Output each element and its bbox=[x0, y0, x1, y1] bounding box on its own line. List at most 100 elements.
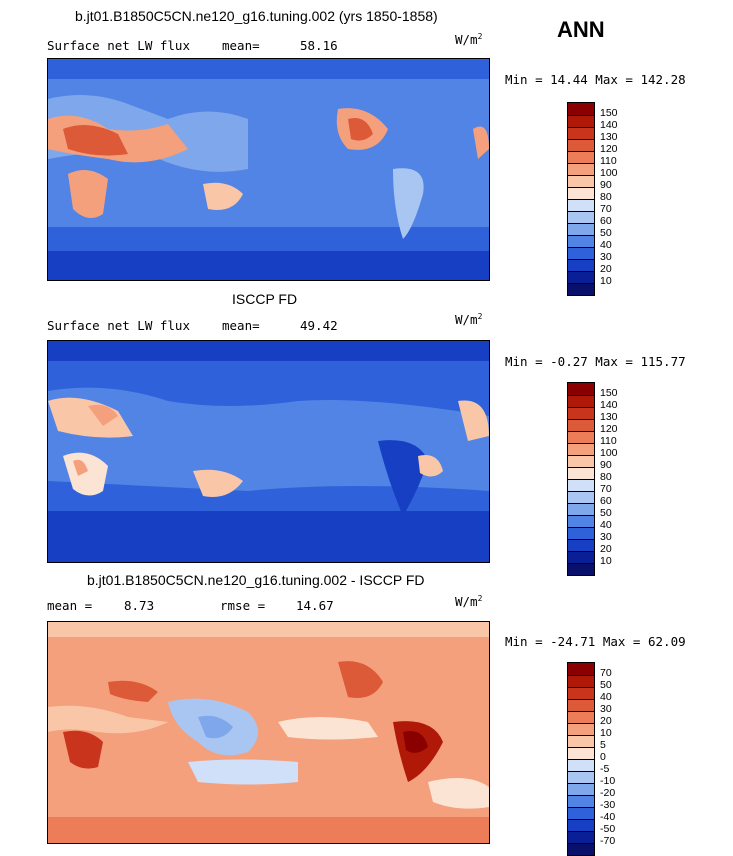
panel-3-rmse-label: rmse = bbox=[220, 598, 266, 613]
colorbar-tick-label: 90 bbox=[600, 179, 612, 191]
panel-3-units: W/m2 bbox=[455, 594, 483, 610]
colorbar-tick-label: -50 bbox=[600, 823, 616, 835]
colorbar-swatch bbox=[568, 687, 594, 699]
colorbar-tick-label: 150 bbox=[600, 387, 618, 399]
colorbar-tick-label: 150 bbox=[600, 107, 618, 119]
colorbar-swatch bbox=[568, 199, 594, 211]
colorbar-swatch bbox=[568, 563, 594, 575]
season-label: ANN bbox=[557, 17, 605, 42]
colorbar-swatch bbox=[568, 163, 594, 175]
colorbar-tick-label: 10 bbox=[600, 727, 612, 739]
colorbar-swatch bbox=[568, 663, 594, 675]
colorbar-tick-label: 100 bbox=[600, 447, 618, 459]
colorbar-tick-label: 110 bbox=[600, 435, 617, 447]
colorbar-tick-label: 80 bbox=[600, 191, 612, 203]
colorbar-swatch bbox=[568, 395, 594, 407]
colorbar-tick-label: 20 bbox=[600, 543, 612, 555]
panel-1-title: b.jt01.B1850C5CN.ne120_g16.tuning.002 (y… bbox=[75, 8, 438, 24]
colorbar-tick-label: 140 bbox=[600, 119, 618, 131]
panel-3-map-canvas bbox=[48, 622, 489, 843]
colorbar-swatch bbox=[568, 283, 594, 295]
panel-2-units: W/m2 bbox=[455, 312, 483, 328]
colorbar-tick-label: 60 bbox=[600, 495, 612, 507]
colorbar-swatch bbox=[568, 723, 594, 735]
colorbar-tick-label: 90 bbox=[600, 459, 612, 471]
colorbar-swatch bbox=[568, 759, 594, 771]
colorbar-tick-label: 40 bbox=[600, 519, 612, 531]
colorbar-tick-label: 10 bbox=[600, 275, 612, 287]
colorbar-tick-label: 0 bbox=[600, 751, 606, 763]
colorbar-tick-label: 40 bbox=[600, 239, 612, 251]
colorbar-swatch bbox=[568, 503, 594, 515]
colorbar-tick-label: 20 bbox=[600, 715, 612, 727]
colorbar-swatch bbox=[568, 383, 594, 395]
colorbar-tick-label: -5 bbox=[600, 763, 610, 775]
panel-3-title: b.jt01.B1850C5CN.ne120_g16.tuning.002 - … bbox=[87, 572, 425, 588]
colorbar-tick-label: -70 bbox=[600, 835, 616, 847]
colorbar-tick-label: 80 bbox=[600, 471, 612, 483]
panel-2-map-canvas bbox=[48, 341, 489, 562]
colorbar-tick-label: 130 bbox=[600, 131, 618, 143]
panel-2-variable-label: Surface net LW flux bbox=[47, 318, 190, 333]
panel-3-map bbox=[47, 621, 490, 844]
colorbar-swatch bbox=[568, 819, 594, 831]
colorbar-tick-label: 5 bbox=[600, 739, 606, 751]
colorbar-tick-label: -40 bbox=[600, 811, 616, 823]
colorbar-tick-label: -10 bbox=[600, 775, 616, 787]
colorbar-tick-label: 60 bbox=[600, 215, 612, 227]
colorbar-tick-label: 50 bbox=[600, 507, 612, 519]
colorbar-swatch bbox=[568, 735, 594, 747]
colorbar-swatch bbox=[568, 247, 594, 259]
colorbar-swatch bbox=[568, 515, 594, 527]
colorbar-swatch bbox=[568, 443, 594, 455]
colorbar-tick-label: 120 bbox=[600, 423, 618, 435]
colorbar-swatch bbox=[568, 419, 594, 431]
colorbar-swatch bbox=[568, 455, 594, 467]
panel-1-units: W/m2 bbox=[455, 32, 483, 48]
colorbar-swatch bbox=[568, 747, 594, 759]
panel-1-map-canvas bbox=[48, 59, 489, 280]
colorbar-swatch bbox=[568, 491, 594, 503]
colorbar-tick-label: 70 bbox=[600, 203, 612, 215]
panel-2-title: ISCCP FD bbox=[232, 291, 298, 307]
panel-3-colorbar bbox=[567, 662, 595, 856]
colorbar-swatch bbox=[568, 831, 594, 843]
colorbar-swatch bbox=[568, 407, 594, 419]
colorbar-tick-label: 120 bbox=[600, 143, 618, 155]
colorbar-tick-label: 70 bbox=[600, 483, 612, 495]
panel-3-mean-label: mean = bbox=[47, 598, 93, 613]
colorbar-swatch bbox=[568, 139, 594, 151]
colorbar-swatch bbox=[568, 127, 594, 139]
colorbar-tick-label: 50 bbox=[600, 227, 612, 239]
panel-1-map bbox=[47, 58, 490, 281]
panel-3-rmse-value: 14.67 bbox=[296, 598, 334, 613]
panel-1-mean-value: 58.16 bbox=[300, 38, 338, 53]
colorbar-swatch bbox=[568, 527, 594, 539]
colorbar-swatch bbox=[568, 467, 594, 479]
colorbar-swatch bbox=[568, 711, 594, 723]
colorbar-tick-label: 40 bbox=[600, 691, 612, 703]
colorbar-tick-label: 30 bbox=[600, 251, 612, 263]
colorbar-tick-label: 140 bbox=[600, 399, 618, 411]
colorbar-tick-label: 70 bbox=[600, 667, 612, 679]
panel-1-min-max: Min = 14.44 Max = 142.28 bbox=[505, 72, 686, 87]
colorbar-swatch bbox=[568, 479, 594, 491]
colorbar-swatch bbox=[568, 431, 594, 443]
colorbar-tick-label: 20 bbox=[600, 263, 612, 275]
panel-2-map bbox=[47, 340, 490, 563]
colorbar-swatch bbox=[568, 259, 594, 271]
colorbar-swatch bbox=[568, 187, 594, 199]
panel-1-colorbar bbox=[567, 102, 595, 296]
colorbar-swatch bbox=[568, 235, 594, 247]
colorbar-tick-label: -20 bbox=[600, 787, 616, 799]
colorbar-swatch bbox=[568, 783, 594, 795]
panel-2-colorbar bbox=[567, 382, 595, 576]
panel-3-min-max: Min = -24.71 Max = 62.09 bbox=[505, 634, 686, 649]
colorbar-swatch bbox=[568, 539, 594, 551]
colorbar-tick-label: 50 bbox=[600, 679, 612, 691]
panel-2-mean-label: mean= bbox=[222, 318, 260, 333]
panel-1-mean-label: mean= bbox=[222, 38, 260, 53]
colorbar-swatch bbox=[568, 175, 594, 187]
colorbar-swatch bbox=[568, 675, 594, 687]
colorbar-swatch bbox=[568, 843, 594, 855]
